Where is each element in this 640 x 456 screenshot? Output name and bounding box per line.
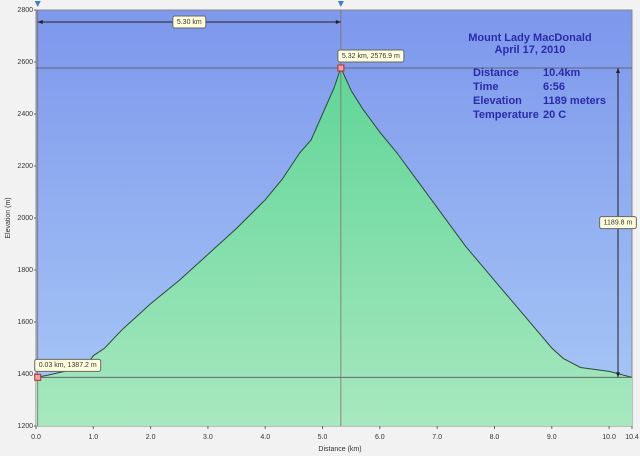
title: Mount Lady MacDonald xyxy=(468,32,591,44)
y-tick-label: 1400 xyxy=(17,371,33,378)
marker-point xyxy=(34,373,42,381)
info-label: Time xyxy=(473,81,498,93)
info-label: Temperature xyxy=(473,109,539,121)
x-tick-label: 10.0 xyxy=(602,434,616,441)
marker-pin xyxy=(337,1,344,7)
x-axis-label: Distance (km) xyxy=(318,446,361,453)
x-tick-label: 1.0 xyxy=(88,434,98,441)
profile-line xyxy=(35,66,633,378)
info-value: 20 C xyxy=(543,109,566,121)
y-tick-label: 1600 xyxy=(17,319,33,326)
marker-label-box xyxy=(337,49,405,63)
y-tick-label: 2600 xyxy=(17,59,33,66)
y-tick-label: 1200 xyxy=(17,423,33,430)
gain-label: 1189.8 m xyxy=(604,220,633,227)
x-tick-label: 8.0 xyxy=(490,434,500,441)
info-value: 1189 meters xyxy=(543,95,606,107)
x-tick-label: 9.0 xyxy=(547,434,557,441)
y-tick-label: 2800 xyxy=(17,7,33,14)
x-tick-label: 6.0 xyxy=(375,434,385,441)
x-tick-label: 10.4 xyxy=(625,434,639,441)
x-tick-label: 4.0 xyxy=(260,434,270,441)
gain-label-box xyxy=(599,216,637,230)
y-tick-label: 2200 xyxy=(17,163,33,170)
marker-label: 5.32 km, 2576.9 m xyxy=(342,53,400,60)
y-tick-label: 2000 xyxy=(17,215,33,222)
marker-label: 0.03 km, 1387.2 m xyxy=(39,362,97,369)
area xyxy=(36,67,632,426)
span-label-box xyxy=(172,15,207,29)
span-label: 5.30 km xyxy=(177,19,202,26)
y-axis-label: Elevation (m) xyxy=(5,197,12,238)
x-tick-label: 3.0 xyxy=(203,434,213,441)
y-tick-label: 2400 xyxy=(17,111,33,118)
x-tick-label: 0.0 xyxy=(31,434,41,441)
x-tick-label: 7.0 xyxy=(432,434,442,441)
info-value: 10.4km xyxy=(543,67,581,79)
marker-label-box xyxy=(34,358,102,372)
x-tick-label: 2.0 xyxy=(146,434,156,441)
y-tick-label: 1800 xyxy=(17,267,33,274)
marker-point xyxy=(337,64,345,72)
marker-pin xyxy=(34,1,41,7)
x-tick-label: 5.0 xyxy=(318,434,328,441)
info-value: 6:56 xyxy=(543,81,565,93)
subtitle: April 17, 2010 xyxy=(495,44,566,56)
info-label: Elevation xyxy=(473,95,522,107)
info-label: Distance xyxy=(473,67,519,79)
